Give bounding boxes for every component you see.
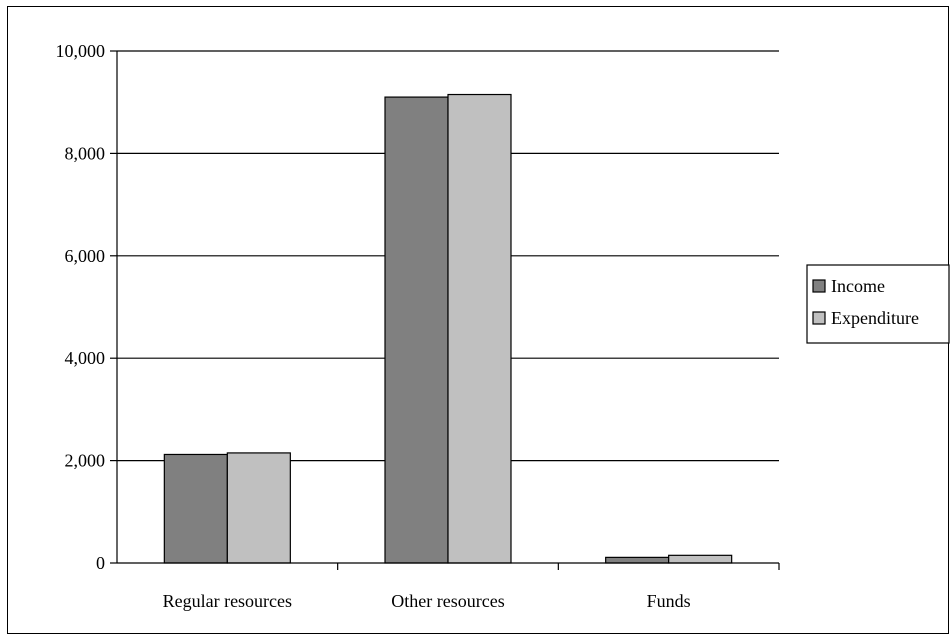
- legend-box: [806, 264, 950, 344]
- y-tick-label: 6,000: [65, 246, 106, 266]
- bar-expenditure-funds: [668, 554, 733, 564]
- legend-label-expenditure: Expenditure: [831, 308, 919, 328]
- x-tick-label: Regular resources: [163, 591, 292, 611]
- y-tick-label: 2,000: [65, 451, 106, 471]
- x-tick-label: Other resources: [391, 591, 504, 611]
- legend-swatch-expenditure: [812, 311, 826, 325]
- bar-income-other-resources: [384, 96, 449, 564]
- y-tick-label: 4,000: [65, 348, 106, 368]
- bar-expenditure-regular-resources: [226, 452, 291, 564]
- bar-expenditure-other-resources: [447, 93, 512, 564]
- bar-income-funds: [605, 556, 670, 564]
- legend-label-income: Income: [831, 276, 885, 296]
- bar-income-regular-resources: [163, 453, 228, 564]
- x-tick-label: Funds: [647, 591, 691, 611]
- y-tick-label: 0: [96, 553, 105, 573]
- axes: 0 2,000 4,000 6,000 8,000 10,000 Regular resou…: [56, 41, 780, 611]
- y-tick-label: 10,000: [56, 41, 106, 61]
- legend-swatch-income: [812, 279, 826, 293]
- legend: Income Expenditure: [806, 264, 950, 344]
- y-tick-label: 8,000: [65, 143, 106, 163]
- bars: [163, 93, 733, 564]
